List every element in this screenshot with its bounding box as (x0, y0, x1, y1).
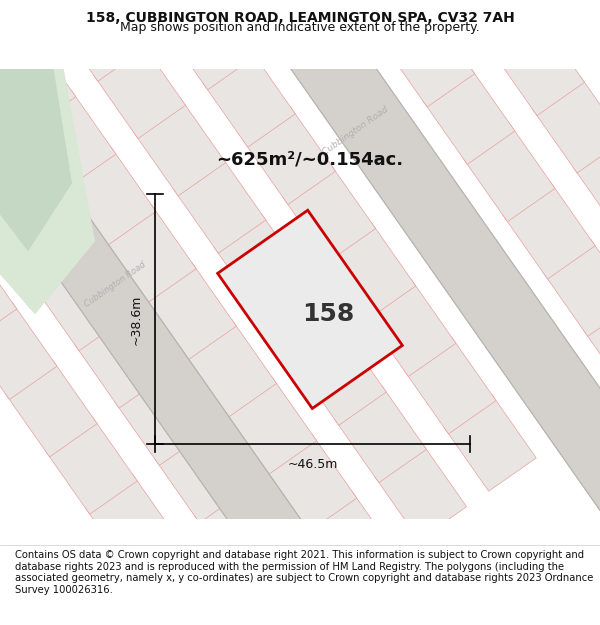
Polygon shape (144, 262, 236, 359)
Text: Cubbington Road: Cubbington Road (83, 260, 148, 309)
Polygon shape (305, 492, 397, 589)
Text: 158: 158 (302, 302, 354, 326)
Polygon shape (214, 214, 306, 311)
Text: Cubbington Road: Cubbington Road (320, 105, 389, 158)
Polygon shape (0, 0, 335, 603)
Polygon shape (283, 165, 376, 262)
Polygon shape (265, 434, 357, 531)
Text: ~625m²/~0.154ac.: ~625m²/~0.154ac. (217, 151, 404, 168)
Polygon shape (0, 0, 335, 603)
Polygon shape (45, 417, 137, 514)
Polygon shape (115, 368, 207, 466)
Polygon shape (382, 10, 475, 107)
Text: ~46.5m: ~46.5m (287, 458, 338, 471)
Polygon shape (532, 76, 600, 173)
Polygon shape (0, 69, 90, 309)
Text: Contains OS data © Crown copyright and database right 2021. This information is : Contains OS data © Crown copyright and d… (15, 550, 593, 595)
Polygon shape (133, 99, 226, 196)
Polygon shape (0, 196, 86, 294)
Polygon shape (0, 0, 35, 72)
Polygon shape (572, 133, 600, 230)
Polygon shape (393, 173, 485, 271)
Polygon shape (0, 139, 46, 236)
Polygon shape (173, 156, 266, 253)
Polygon shape (53, 0, 145, 81)
Polygon shape (404, 337, 496, 434)
Polygon shape (93, 41, 185, 139)
Polygon shape (34, 254, 127, 351)
Polygon shape (0, 69, 70, 249)
Polygon shape (0, 59, 95, 314)
Polygon shape (463, 124, 555, 222)
Polygon shape (452, 0, 544, 58)
Polygon shape (218, 210, 403, 409)
Polygon shape (492, 19, 584, 116)
Polygon shape (64, 148, 156, 245)
Polygon shape (104, 205, 196, 302)
Polygon shape (243, 107, 335, 204)
Polygon shape (562, 0, 600, 67)
Polygon shape (23, 90, 116, 188)
Polygon shape (184, 319, 277, 417)
Polygon shape (353, 116, 445, 213)
Polygon shape (422, 68, 515, 164)
Polygon shape (272, 1, 365, 98)
Polygon shape (85, 474, 178, 571)
Text: Map shows position and indicative extent of the property.: Map shows position and indicative extent… (120, 21, 480, 34)
Polygon shape (334, 386, 427, 482)
Polygon shape (155, 426, 247, 522)
Polygon shape (364, 279, 456, 376)
Polygon shape (74, 311, 167, 408)
Polygon shape (103, 0, 600, 538)
Text: ~38.6m: ~38.6m (130, 294, 143, 344)
Text: 158, CUBBINGTON ROAD, LEAMINGTON SPA, CV32 7AH: 158, CUBBINGTON ROAD, LEAMINGTON SPA, CV… (86, 11, 514, 25)
Polygon shape (0, 245, 17, 342)
Polygon shape (503, 182, 595, 279)
Polygon shape (294, 328, 386, 425)
Polygon shape (254, 271, 346, 368)
Polygon shape (224, 377, 317, 474)
Polygon shape (0, 302, 57, 399)
Polygon shape (433, 231, 526, 328)
Polygon shape (583, 296, 600, 394)
Polygon shape (543, 239, 600, 336)
Polygon shape (0, 33, 76, 130)
Polygon shape (444, 394, 536, 491)
Polygon shape (203, 50, 295, 147)
Polygon shape (163, 0, 255, 90)
Polygon shape (514, 345, 600, 442)
Polygon shape (103, 0, 600, 538)
Polygon shape (323, 222, 416, 319)
Polygon shape (0, 59, 72, 251)
Polygon shape (313, 59, 405, 156)
Polygon shape (0, 82, 6, 179)
Polygon shape (195, 483, 287, 580)
Polygon shape (5, 360, 97, 457)
Polygon shape (374, 443, 467, 540)
Polygon shape (473, 288, 566, 385)
